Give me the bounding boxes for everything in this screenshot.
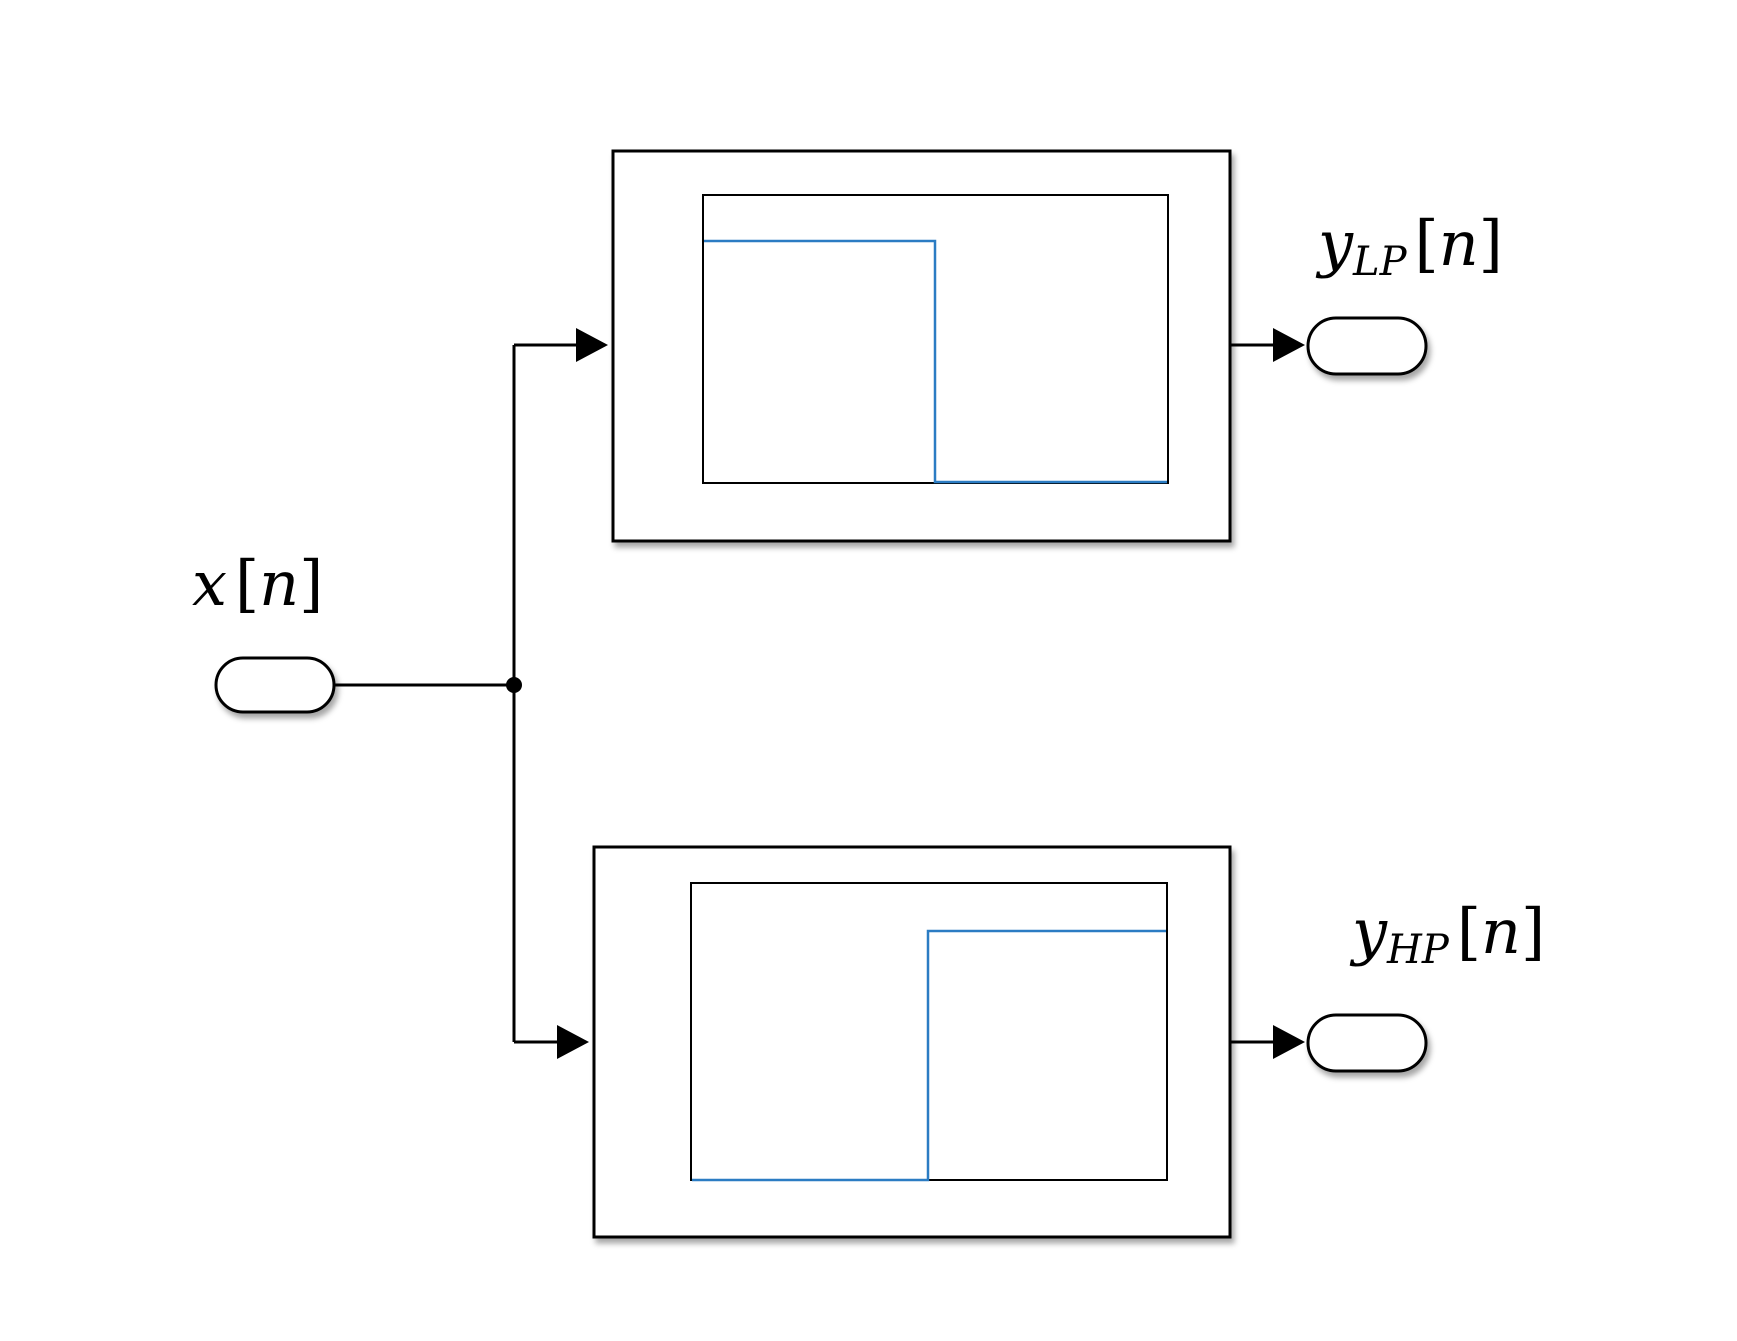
signal-wires <box>334 343 1300 1044</box>
arrowheads <box>557 328 1305 1059</box>
lowpass-output-label: yLP [n] <box>1315 207 1503 285</box>
lowpass-output-port[interactable] <box>1306 316 1428 376</box>
lowpass-input-arrow <box>576 328 608 362</box>
highpass-input-arrow <box>557 1025 589 1059</box>
highpass-filter-block[interactable] <box>592 845 1232 1239</box>
lowpass-output-arrow <box>1273 328 1305 362</box>
highpass-output-label: yHP [n] <box>1349 895 1545 973</box>
lowpass-filter-block[interactable] <box>611 149 1232 543</box>
input-port[interactable] <box>214 656 336 714</box>
branch-junction-dot <box>506 677 522 693</box>
highpass-response-trace <box>692 929 1166 1182</box>
lowpass-response-trace <box>704 239 1167 484</box>
highpass-output-arrow <box>1273 1025 1305 1059</box>
highpass-output-port[interactable] <box>1306 1013 1428 1073</box>
input-label: x [n] <box>192 547 323 620</box>
